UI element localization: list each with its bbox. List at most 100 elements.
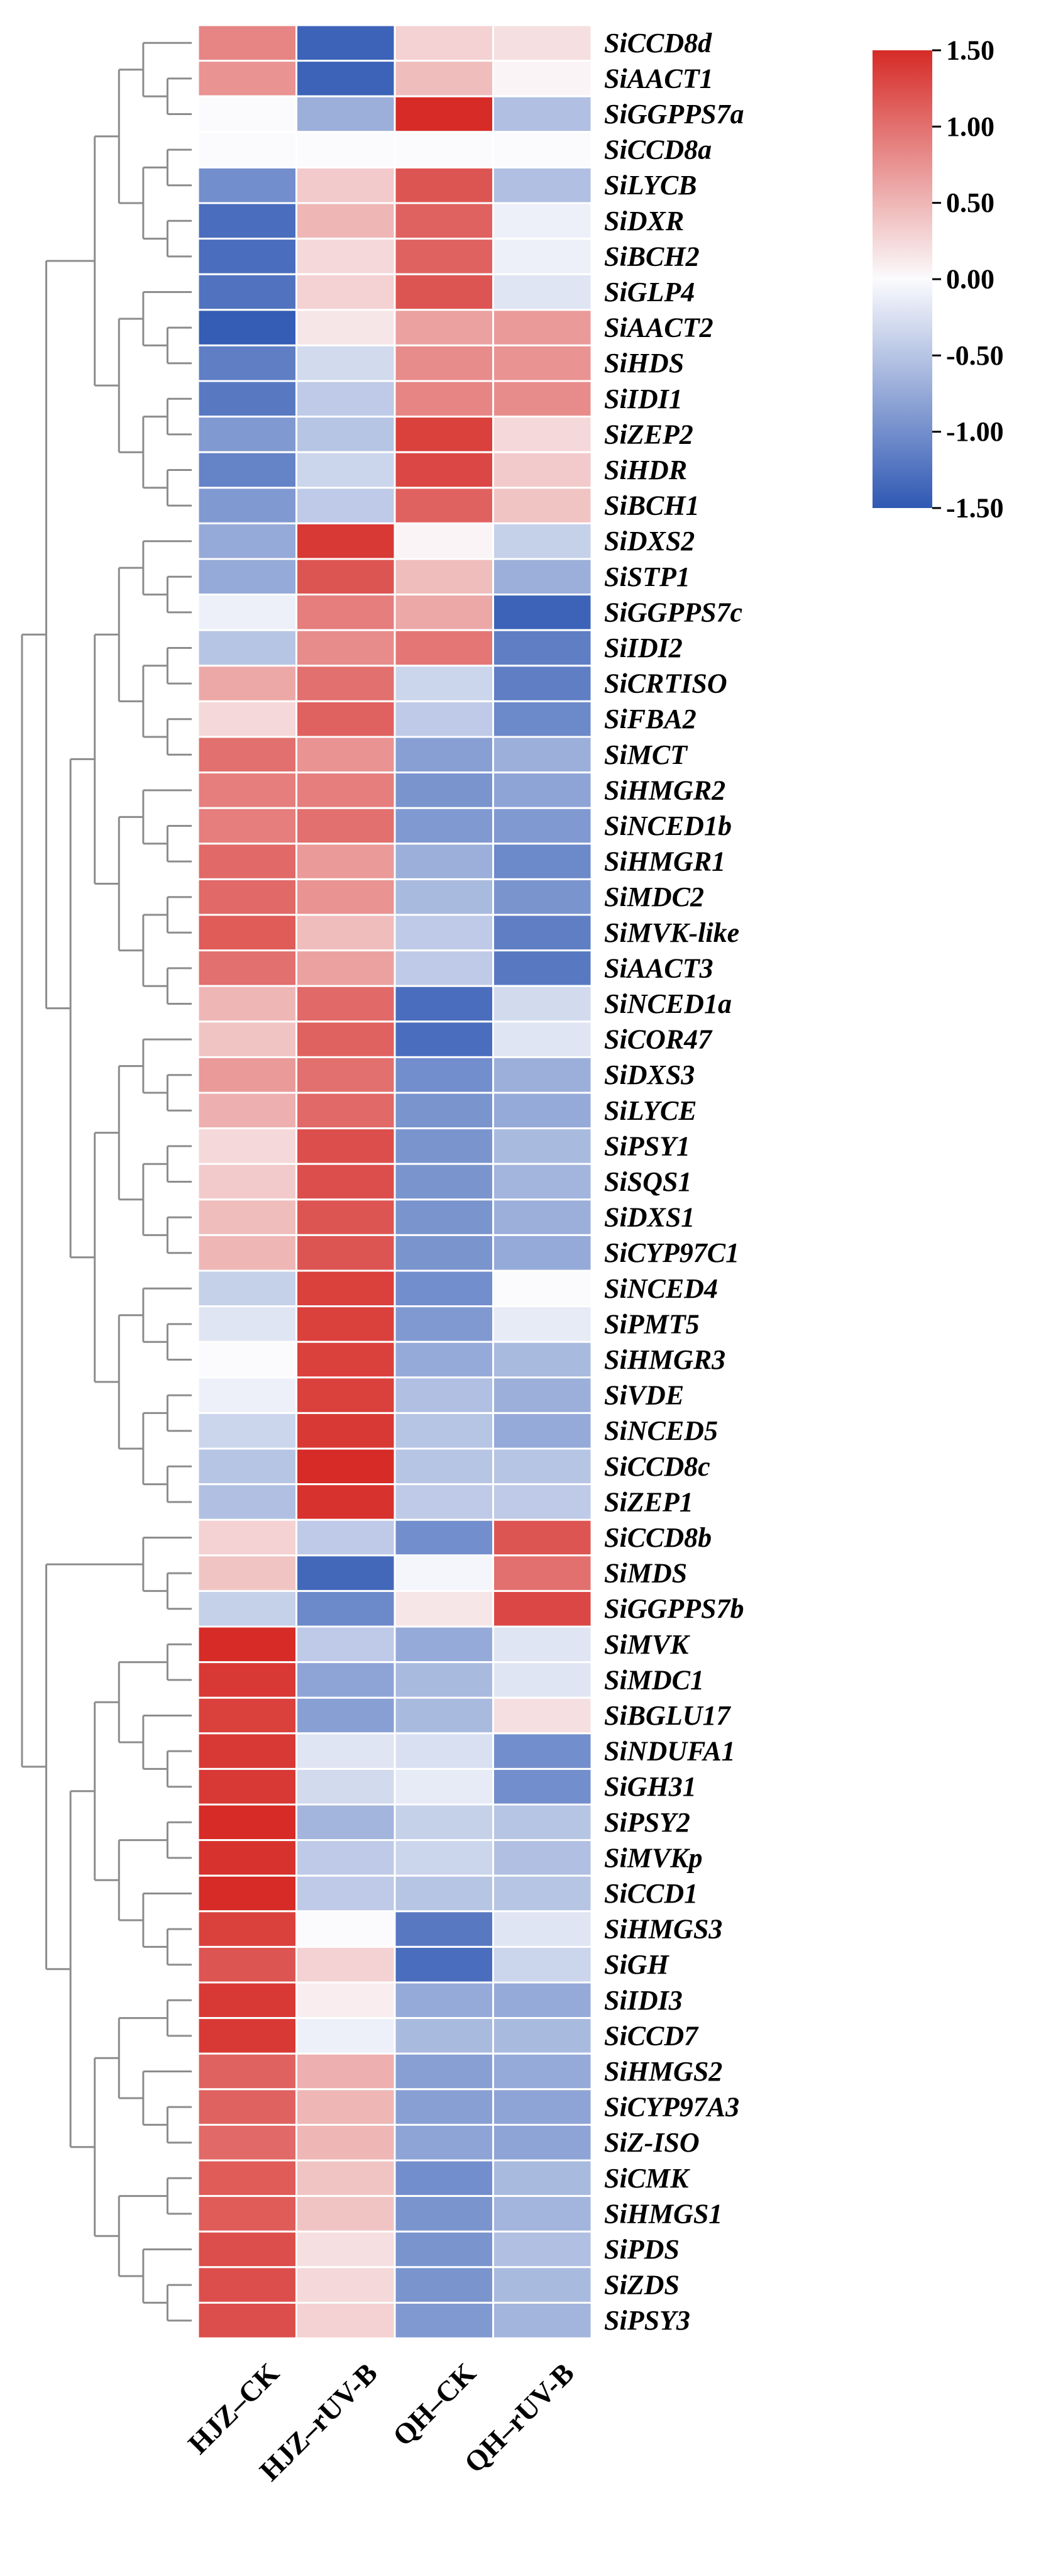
heatmap-cell (295, 665, 396, 702)
heatmap-cell (492, 1056, 593, 1094)
heatmap-cell (394, 1305, 494, 1343)
row-label: SiVDE (604, 1380, 684, 1411)
heatmap-cell (197, 807, 297, 845)
heatmap-cell (394, 700, 494, 738)
heatmap-cell (492, 487, 593, 524)
heatmap-cell (394, 202, 494, 240)
heatmap-cell (197, 273, 297, 311)
heatmap-cell (197, 2088, 297, 2126)
heatmap-cell (295, 95, 396, 133)
heatmap-cell (197, 1376, 297, 1414)
heatmap-cell (492, 558, 593, 596)
row-label: SiSTP1 (604, 561, 690, 592)
heatmap-cell (394, 665, 494, 702)
legend-tick-label: -1.50 (946, 493, 1004, 524)
heatmap-cell (197, 166, 297, 204)
heatmap-cell (197, 416, 297, 453)
heatmap-cell (492, 2017, 593, 2055)
legend-tick-label: 1.00 (946, 111, 994, 142)
heatmap-cell (492, 1483, 593, 1521)
row-label: SiAACT2 (604, 312, 713, 343)
heatmap-cell (197, 1341, 297, 1379)
heatmap-cell (394, 131, 494, 169)
heatmap-cell (295, 807, 396, 845)
heatmap-cell (492, 1341, 593, 1379)
heatmap-cell (197, 2195, 297, 2233)
heatmap-cell (295, 878, 396, 916)
heatmap-cell (295, 1020, 396, 1058)
heatmap-cell (197, 1092, 297, 1130)
heatmap-cell (295, 736, 396, 774)
row-label: SiZ-ISO (604, 2127, 700, 2158)
heatmap-cell (295, 273, 396, 311)
heatmap-cell (295, 344, 396, 382)
heatmap-cell (295, 522, 396, 560)
heatmap-cell (492, 1767, 593, 1806)
heatmap-cell (394, 2266, 494, 2304)
heatmap-cell (197, 1625, 297, 1664)
heatmap-cell (295, 1234, 396, 1272)
heatmap-cell (492, 202, 593, 240)
heatmap-cell (197, 1127, 297, 1165)
heatmap-cell (197, 665, 297, 702)
row-dendrogram (21, 41, 192, 2322)
heatmap-cell (394, 2159, 494, 2197)
heatmap-cell (394, 629, 494, 667)
row-label: SiDXS3 (604, 1059, 695, 1090)
heatmap-cell (295, 629, 396, 667)
row-label: SiHMGS1 (604, 2198, 722, 2229)
row-label: SiGGPPS7a (604, 99, 744, 130)
heatmap-cell (394, 1269, 494, 1308)
row-label: SiHMGS2 (604, 2056, 722, 2087)
heatmap-cell (197, 1020, 297, 1058)
heatmap-cell (492, 1554, 593, 1592)
row-label: SiCCD7 (604, 2020, 699, 2051)
heatmap-cell (492, 736, 593, 774)
heatmap-cell (197, 202, 297, 240)
row-label: SiNDUFA1 (604, 1736, 735, 1767)
row-label: SiIDI3 (604, 1985, 683, 2016)
row-label: SiPMT5 (604, 1308, 700, 1339)
heatmap-cell (295, 2266, 396, 2304)
heatmap-cell (394, 878, 494, 916)
heatmap-cell (197, 1518, 297, 1557)
row-label: SiHMGS3 (604, 1914, 722, 1945)
heatmap-cell (295, 487, 396, 524)
heatmap-cell (394, 1163, 494, 1201)
heatmap-cell (394, 24, 494, 62)
heatmap-cell (197, 1661, 297, 1699)
heatmap-cell (197, 2123, 297, 2162)
heatmap-cell (492, 1163, 593, 1201)
heatmap-cell (197, 558, 297, 596)
heatmap-cell (394, 1981, 494, 2020)
heatmap-cell (394, 1767, 494, 1806)
heatmap-cell (394, 416, 494, 453)
row-label: SiDXS1 (604, 1202, 695, 1233)
heatmap-cell (492, 1945, 593, 1984)
heatmap-cell (295, 1910, 396, 1948)
heatmap-cell (394, 2230, 494, 2269)
heatmap-cell (492, 1625, 593, 1664)
heatmap-cell (394, 807, 494, 845)
heatmap-cell (492, 1661, 593, 1699)
heatmap-cell (394, 1376, 494, 1414)
row-label: SiLYCE (604, 1095, 697, 1126)
heatmap-cell (394, 558, 494, 596)
heatmap-cell (394, 1198, 494, 1236)
heatmap-cell (394, 1483, 494, 1521)
heatmap-cell (197, 1803, 297, 1842)
heatmap-cell (394, 309, 494, 346)
heatmap-cell (492, 2052, 593, 2091)
heatmap-cell (197, 131, 297, 169)
heatmap-cell (197, 736, 297, 774)
heatmap-cell (295, 416, 396, 453)
heatmap-cell (394, 2301, 494, 2340)
heatmap-cell (197, 1056, 297, 1094)
heatmap-cell (492, 1732, 593, 1770)
heatmap-cell (492, 1447, 593, 1486)
heatmap-cell (197, 1696, 297, 1735)
heatmap-cell (492, 914, 593, 952)
heatmap-cell (394, 380, 494, 418)
heatmap-cell (197, 1589, 297, 1628)
